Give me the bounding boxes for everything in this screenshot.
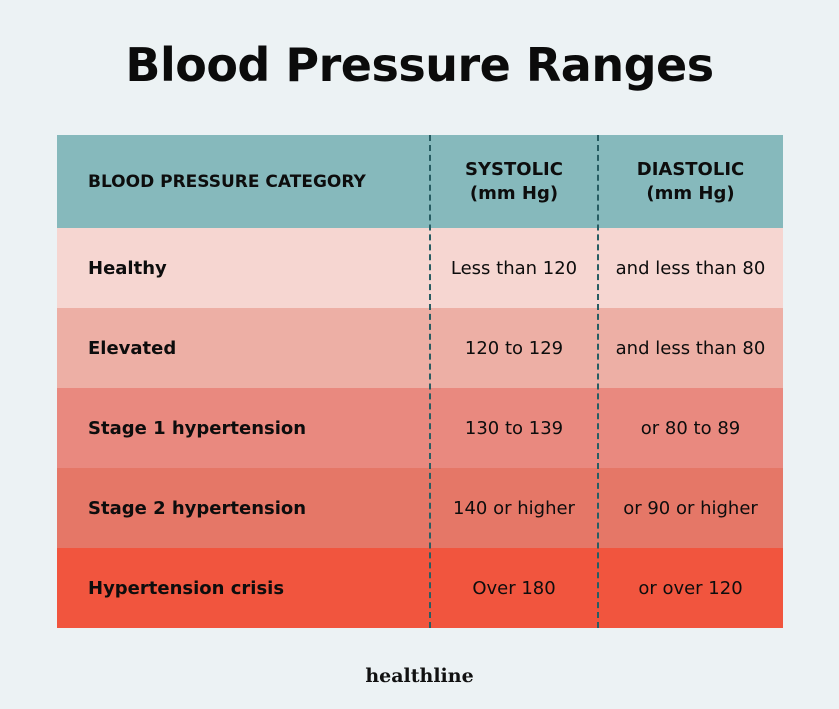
systolic-cell: Less than 120 [450,257,578,279]
diastolic-cell: or over 120 [638,577,743,599]
diastolic-cell: and less than 80 [615,257,766,279]
systolic-cell: 130 to 139 [464,417,564,439]
column-divider-1 [429,135,431,628]
category-cell: Elevated [88,337,177,359]
bp-table: BLOOD PRESSURE CATEGORY SYSTOLIC (mm Hg)… [57,135,783,628]
systolic-cell: 140 or higher [453,497,575,519]
column-divider-2 [597,135,599,628]
header-diastolic: DIASTOLIC (mm Hg) [598,135,783,228]
healthline-logo: healthline [365,665,474,687]
systolic-cell: Over 180 [472,577,556,599]
header-category: BLOOD PRESSURE CATEGORY [88,135,428,228]
category-cell: Hypertension crisis [88,577,285,599]
page-title: Blood Pressure Ranges [125,38,714,92]
table-row-stage-1: Stage 1 hypertension 130 to 139 or 80 to… [57,388,783,468]
header-diastolic-label: DIASTOLIC [636,158,745,180]
diastolic-cell: or 90 or higher [623,497,758,519]
header-category-label: BLOOD PRESSURE CATEGORY [88,171,366,192]
systolic-cell: 120 to 129 [464,337,564,359]
header-systolic-label: SYSTOLIC [465,158,563,180]
header-diastolic-unit: (mm Hg) [646,182,735,204]
header-systolic-unit: (mm Hg) [469,182,559,204]
diastolic-cell: or 80 to 89 [640,417,741,439]
table-row-crisis: Hypertension crisis Over 180 or over 120 [57,548,783,628]
category-cell: Healthy [88,257,167,279]
table-row-stage-2: Stage 2 hypertension 140 or higher or 90… [57,468,783,548]
table-row-elevated: Elevated 120 to 129 and less than 80 [57,308,783,388]
category-cell: Stage 1 hypertension [88,417,307,439]
header-systolic: SYSTOLIC (mm Hg) [430,135,598,228]
category-cell: Stage 2 hypertension [88,497,307,519]
table-row-healthy: Healthy Less than 120 and less than 80 [57,228,783,308]
table-header: BLOOD PRESSURE CATEGORY SYSTOLIC (mm Hg)… [57,135,783,228]
diastolic-cell: and less than 80 [615,337,766,359]
